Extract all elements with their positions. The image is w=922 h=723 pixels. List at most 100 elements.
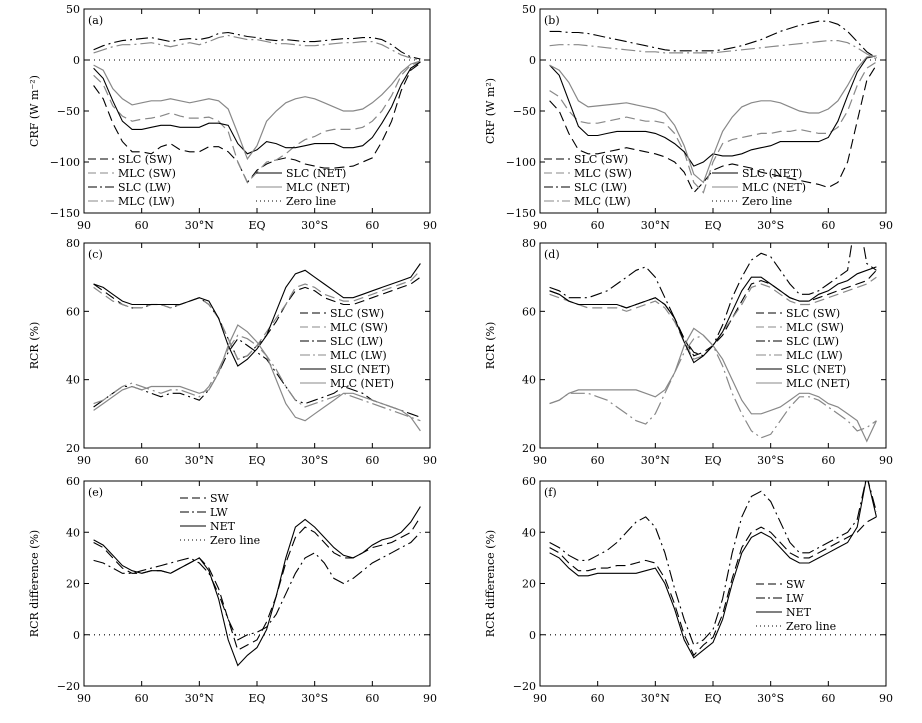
panel-label: (f) (544, 486, 557, 499)
x-tick-label: 90 (533, 692, 547, 705)
y-tick-label: 0 (529, 629, 536, 642)
y-tick-label: −150 (50, 207, 80, 220)
x-tick-label: 90 (423, 692, 437, 705)
legend-label: MLC (LW) (786, 349, 843, 362)
x-tick-label: EQ (704, 692, 721, 705)
x-tick-label: 90 (423, 454, 437, 467)
series-slc-sw (93, 62, 421, 184)
series-slc-net (93, 263, 421, 367)
x-tick-label: 90 (533, 454, 547, 467)
x-tick-label: 90 (77, 692, 91, 705)
y-axis-label: CRF (W m⁻²) (28, 75, 41, 147)
y-tick-label: −20 (57, 680, 80, 693)
series-mlc-lw (549, 40, 877, 60)
legend-label: Zero line (742, 195, 792, 208)
y-tick-label: −150 (506, 207, 536, 220)
legend-label: MLC (LW) (574, 195, 631, 208)
panel-label: (e) (88, 486, 103, 499)
legend-label: Zero line (786, 620, 836, 633)
x-tick-label: 30°N (185, 692, 214, 705)
legend-label: SLC (SW) (118, 153, 172, 166)
x-tick-label: EQ (248, 454, 265, 467)
legend-label: SLC (LW) (330, 335, 383, 348)
y-tick-label: 50 (522, 3, 536, 16)
series-net (93, 506, 421, 667)
series-mlc-sw (93, 269, 421, 360)
x-tick-label: 60 (591, 454, 605, 467)
panel-label: (a) (88, 14, 103, 27)
x-tick-label: 90 (77, 454, 91, 467)
x-tick-label: 60 (135, 454, 149, 467)
x-tick-label: 90 (879, 219, 893, 232)
legend-label: MLC (LW) (118, 195, 175, 208)
series-mlc-lw (93, 334, 421, 422)
legend-label: SW (786, 578, 806, 591)
y-tick-label: 0 (73, 629, 80, 642)
panel-label: (b) (544, 14, 560, 27)
x-tick-label: 30°S (301, 692, 328, 705)
x-tick-label: 30°S (757, 454, 784, 467)
x-tick-label: 60 (365, 454, 379, 467)
x-tick-label: 90 (879, 454, 893, 467)
y-tick-label: 20 (522, 442, 536, 455)
series-slc-lw (549, 20, 877, 59)
y-tick-label: −20 (513, 680, 536, 693)
legend-label: SLC (SW) (574, 153, 628, 166)
y-tick-label: 80 (66, 237, 80, 250)
y-tick-label: 20 (522, 578, 536, 591)
series-mlc-net (93, 324, 421, 432)
legend-label: Zero line (286, 195, 336, 208)
plot-frame (539, 480, 887, 687)
x-tick-label: 60 (591, 692, 605, 705)
x-tick-label: 60 (821, 692, 835, 705)
x-tick-label: 30°N (641, 692, 670, 705)
x-tick-label: EQ (704, 219, 721, 232)
legend-label: Zero line (210, 534, 260, 547)
series-slc-lw (93, 31, 421, 60)
y-axis-label: RCR difference (%) (484, 530, 497, 637)
series-slc-sw (549, 64, 877, 194)
legend-label: MLC (LW) (330, 349, 387, 362)
panel-label: (c) (88, 248, 103, 261)
y-tick-label: −50 (513, 105, 536, 118)
y-tick-label: 40 (522, 526, 536, 539)
legend-label: MLC (SW) (118, 167, 176, 180)
x-tick-label: 60 (365, 692, 379, 705)
y-tick-label: −100 (50, 156, 80, 169)
y-tick-label: 20 (66, 578, 80, 591)
panel-label: (d) (544, 248, 560, 261)
y-axis-label: CRF (W m²) (484, 78, 497, 144)
x-tick-label: 60 (821, 454, 835, 467)
legend-label: MLC (NET) (786, 377, 850, 390)
x-tick-label: 30°N (641, 219, 670, 232)
series-lw (549, 481, 877, 646)
legend-label: NET (786, 606, 812, 619)
x-tick-label: 60 (365, 219, 379, 232)
x-tick-label: EQ (248, 692, 265, 705)
x-tick-label: 30°S (301, 454, 328, 467)
x-tick-label: 90 (533, 219, 547, 232)
legend-label: NET (210, 520, 236, 533)
series-sw (549, 516, 877, 657)
y-tick-label: 60 (66, 475, 80, 488)
series-mlc-sw (549, 61, 877, 194)
x-tick-label: 60 (591, 219, 605, 232)
y-tick-label: 60 (522, 475, 536, 488)
legend-label: MLC (NET) (286, 181, 350, 194)
legend-label: LW (210, 506, 228, 519)
x-tick-label: 90 (423, 219, 437, 232)
series-lw (93, 531, 421, 641)
x-tick-label: 30°N (185, 219, 214, 232)
y-tick-label: 40 (522, 374, 536, 387)
series-mlc-sw (93, 61, 421, 184)
series-mlc-lw (549, 334, 877, 439)
plot-frame (83, 480, 431, 687)
legend-label: SLC (LW) (574, 181, 627, 194)
